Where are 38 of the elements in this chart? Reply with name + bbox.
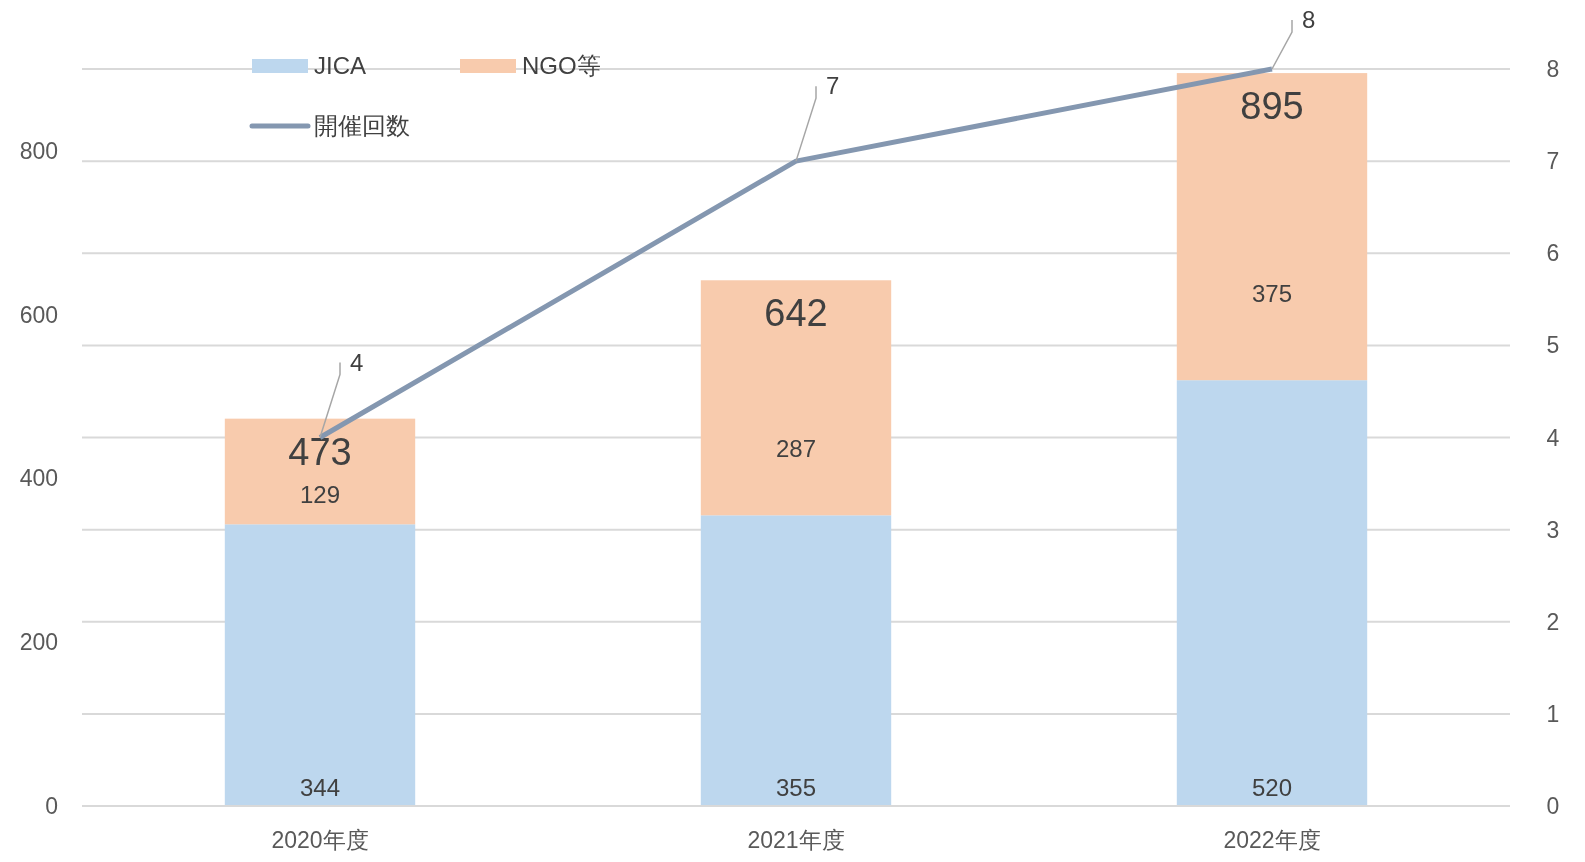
y2-tick-label: 4 (1546, 424, 1560, 451)
y2-tick-label: 5 (1546, 332, 1560, 359)
y2-tick-label: 0 (1546, 793, 1560, 819)
y2-tick-label: 1 (1546, 700, 1560, 727)
y-tick-label: 800 (19, 137, 58, 164)
data-label: 8 (1302, 6, 1316, 33)
y2-tick-label: 8 (1546, 56, 1560, 82)
y2-tick-label: 3 (1546, 516, 1560, 543)
data-label: 520 (1251, 774, 1293, 801)
y-tick-label: 400 (19, 465, 58, 492)
legend-label: NGO等 (522, 52, 601, 79)
data-label: 7 (826, 72, 840, 100)
total-label: 642 (764, 292, 828, 335)
y2-tick-label: 2 (1546, 608, 1560, 635)
bar (224, 418, 416, 525)
bar (700, 515, 892, 806)
bar (700, 280, 892, 516)
bar (224, 524, 416, 806)
data-label: 287 (775, 435, 817, 463)
x-tick-label: 2022年度 (1223, 827, 1321, 853)
y-tick-label: 0 (45, 793, 58, 819)
y2-tick-label: 7 (1546, 148, 1560, 175)
legend-label: 開催回数 (314, 112, 410, 139)
y-tick-label: 600 (19, 301, 58, 328)
y2-tick-label: 6 (1546, 240, 1560, 267)
legend-label: JICA (314, 52, 367, 79)
total-label: 473 (288, 430, 352, 473)
data-label: 375 (1251, 280, 1293, 308)
x-tick-label: 2021年度 (747, 827, 845, 853)
data-label: 344 (299, 774, 341, 801)
data-label: 355 (775, 774, 817, 801)
bar (1176, 73, 1368, 381)
data-label: 129 (299, 480, 341, 508)
total-label: 895 (1240, 85, 1304, 128)
x-tick-label: 2020年度 (271, 827, 369, 853)
bar (1176, 380, 1368, 806)
y-tick-label: 200 (19, 629, 58, 656)
data-label: 4 (350, 348, 364, 376)
